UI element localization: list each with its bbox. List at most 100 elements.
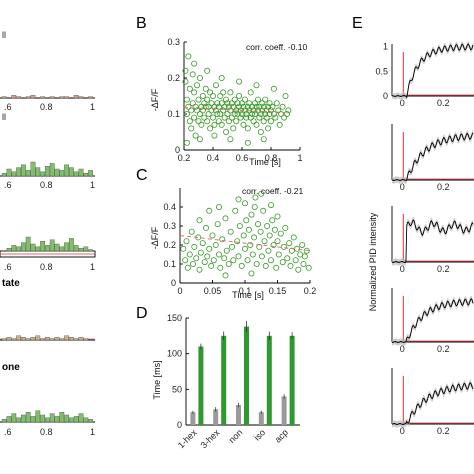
data-point [241,200,248,207]
data-point [273,100,280,107]
data-point [199,240,206,247]
data-point [238,262,245,269]
data-point [230,125,237,132]
y-tick-label: 150 [167,313,182,323]
data-point [262,111,269,118]
data-point [290,234,297,241]
data-point [262,96,269,103]
data-point [271,226,278,233]
panel-c-ylabel: -ΔF/F [150,226,160,249]
histogram-bar [30,337,36,341]
x-tick-label: 0.2 [437,426,450,436]
data-point [260,103,267,110]
histogram-bar [59,338,65,341]
histogram-bar [45,245,50,252]
data-point [228,114,235,121]
data-point [185,103,192,110]
y-tick-label: 0 [171,278,176,288]
data-point [210,257,217,264]
data-point [183,139,190,146]
data-point [231,96,238,103]
data-point [257,128,264,135]
data-point [274,213,281,220]
histogram-bar [88,170,94,177]
data-point [205,111,212,118]
data-point [221,103,228,110]
left-tick-2a: .6 [4,180,12,190]
histogram-bar [21,242,26,252]
histogram-bar [11,413,17,423]
data-point [217,111,224,118]
left-tick-1a: .6 [4,102,12,112]
left-tick-5c: 1 [90,427,95,437]
histogram-bar [16,335,21,341]
x-tick-label: 0.2 [437,264,450,274]
y-tick-label: 0.2 [163,240,176,250]
histogram-bar [54,416,60,423]
histogram-bar [1,172,7,177]
data-point [206,207,213,214]
data-point [247,241,254,248]
data-point [256,114,263,121]
data-point [218,121,225,128]
panel-label-b: B [136,15,147,32]
data-point [280,243,287,250]
data-point [236,93,243,100]
data-point [186,85,193,92]
data-point [215,118,222,125]
trace-panel: 0 0.2 [391,288,474,354]
data-point [272,114,279,121]
bar [190,412,196,425]
data-point [273,264,280,271]
data-point [182,78,189,85]
x-tick-label: 0 [400,264,405,274]
data-point [195,96,202,103]
histogram-bar [88,249,94,252]
data-point [258,190,265,197]
data-point [218,100,225,107]
data-point [196,75,203,82]
error-band [392,41,474,101]
data-point [220,107,227,114]
histogram-bar [25,236,31,252]
histogram-bar [59,170,65,177]
histogram-bar [68,337,74,341]
bar [213,409,219,425]
x-tick-label: 0.6 [236,153,249,163]
histogram-bar [1,338,7,341]
data-point [188,228,195,235]
x-tick-label: 0.4 [207,153,220,163]
data-point [248,211,255,218]
histogram-bar [1,419,7,423]
data-point [263,114,270,121]
data-point [228,243,235,250]
data-point [249,111,256,118]
histogram-bar [88,419,94,423]
histogram-bar [30,161,36,177]
histogram-bar [35,246,41,252]
data-point [265,103,272,110]
data-point [283,111,290,118]
data-point [209,232,216,239]
data-point [264,222,271,229]
data-point [207,125,214,132]
x-tick-label: 0.2 [437,344,450,354]
data-point [237,114,244,121]
data-point [212,82,219,89]
histogram-bar [21,337,26,341]
data-point [225,118,232,125]
histogram-bar [59,412,65,423]
data-point [196,217,203,224]
data-point [276,121,283,128]
data-point [235,196,242,203]
histogram-bar [6,168,12,177]
left-tick-3c: 1 [90,262,95,272]
panel-b-annotation: corr. coeff. -0.10 [246,42,308,52]
histogram-bar [54,337,60,341]
histogram-bar [78,337,84,341]
histogram-bar [11,171,17,177]
data-point [254,221,261,228]
histogram-bar [49,239,55,252]
data-point [183,96,190,103]
data-point [189,71,196,78]
